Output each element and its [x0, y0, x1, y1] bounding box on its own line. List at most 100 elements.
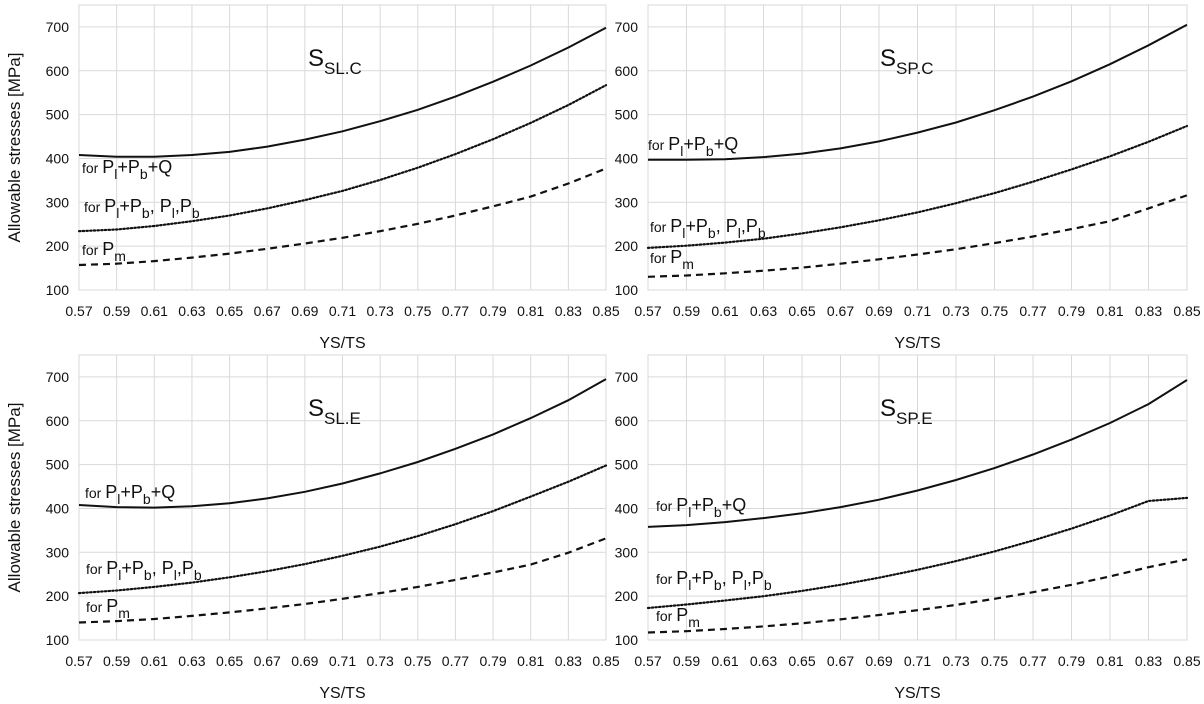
data-point [1032, 96, 1033, 97]
series-line-dashed [647, 194, 1188, 278]
x-tick-label: 0.59 [673, 303, 700, 319]
x-tick-label: 0.63 [750, 653, 777, 669]
data-point [267, 608, 268, 609]
data-point [647, 526, 648, 527]
x-tick-label: 0.57 [634, 303, 661, 319]
y-tick-label: 600 [615, 63, 639, 79]
x-tick-label: 0.83 [555, 303, 582, 319]
data-point [1148, 500, 1149, 501]
y-tick-label: 200 [46, 588, 70, 604]
x-tick-label: 0.77 [1019, 303, 1046, 319]
data-point [763, 626, 764, 627]
data-point [267, 208, 268, 209]
data-point [342, 598, 343, 599]
data-point [229, 503, 230, 504]
data-point [724, 628, 725, 629]
data-point [1148, 141, 1149, 142]
series-label: for Pl+Pb, Pl,Pb [650, 216, 766, 241]
y-tick-label: 600 [615, 413, 639, 429]
data-point [724, 273, 725, 274]
data-point [840, 507, 841, 508]
x-tick-label: 0.65 [788, 303, 815, 319]
x-tick-label: 0.61 [711, 653, 738, 669]
x-tick-label: 0.73 [942, 653, 969, 669]
series-line-dotted [646, 496, 1189, 610]
y-tick-label: 500 [615, 457, 639, 473]
data-point [605, 379, 606, 380]
data-point [724, 600, 725, 601]
panel-title: SSL.C [308, 45, 362, 78]
x-tick-label: 0.67 [827, 653, 854, 669]
data-point [568, 552, 569, 553]
x-tick-label: 0.69 [291, 303, 318, 319]
y-tick-label: 100 [46, 632, 70, 648]
x-tick-label: 0.83 [1135, 303, 1162, 319]
data-point [878, 220, 879, 221]
series-line-solid [78, 26, 607, 158]
y-tick-label: 300 [615, 194, 639, 210]
data-point [1109, 576, 1110, 577]
series-line-solid [647, 379, 1188, 528]
data-point [801, 623, 802, 624]
x-tick-label: 0.73 [367, 653, 394, 669]
data-point [530, 65, 531, 66]
data-point [116, 229, 117, 230]
data-point [304, 200, 305, 201]
y-tick-label: 300 [46, 194, 70, 210]
data-point [304, 243, 305, 244]
data-point [647, 247, 648, 248]
y-tick-label: 300 [615, 544, 639, 560]
data-point [78, 231, 79, 232]
data-point [342, 131, 343, 132]
x-tick-label: 0.77 [1019, 653, 1046, 669]
series-line-dashed [647, 558, 1188, 634]
series-line-solid [648, 23, 1188, 161]
data-point [229, 612, 230, 613]
series-label: for Pl+Pb+Q [648, 134, 738, 159]
data-point [801, 590, 802, 591]
series-label: for Pl+Pb+Q [656, 495, 746, 520]
data-point [267, 146, 268, 147]
data-point [605, 465, 606, 466]
data-point [955, 479, 956, 480]
data-point [1071, 439, 1072, 440]
data-point [492, 139, 493, 140]
x-axis-title: YS/TS [319, 685, 365, 702]
x-tick-label: 0.59 [103, 303, 130, 319]
x-tick-label: 0.65 [216, 303, 243, 319]
series-line-dotted [646, 124, 1189, 249]
data-point [154, 507, 155, 508]
x-tick-label: 0.81 [1096, 303, 1123, 319]
x-tick-label: 0.85 [1173, 303, 1200, 319]
x-tick-label: 0.69 [865, 303, 892, 319]
x-tick-label: 0.81 [517, 653, 544, 669]
y-tick-label: 400 [615, 500, 639, 516]
series-line-dotted [77, 464, 608, 595]
x-tick-label: 0.73 [367, 303, 394, 319]
series-label: for Pm [656, 605, 700, 630]
data-point [342, 483, 343, 484]
x-tick-label: 0.83 [555, 653, 582, 669]
data-point [1109, 64, 1110, 65]
data-point [605, 85, 606, 86]
y-tick-label: 600 [46, 63, 70, 79]
data-point [878, 141, 879, 142]
data-point [267, 498, 268, 499]
data-point [191, 582, 192, 583]
data-point [492, 206, 493, 207]
data-point [530, 496, 531, 497]
x-tick-label: 0.71 [904, 303, 931, 319]
panel-title: SSL.E [308, 395, 361, 428]
data-point [840, 263, 841, 264]
data-point [605, 168, 606, 169]
y-tick-label: 400 [615, 150, 639, 166]
data-point [417, 109, 418, 110]
data-point [191, 506, 192, 507]
data-point [380, 473, 381, 474]
data-point [417, 167, 418, 168]
y-tick-label: 500 [46, 107, 70, 123]
series-label: for Pm [650, 247, 694, 272]
data-point [801, 513, 802, 514]
data-point [994, 193, 995, 194]
